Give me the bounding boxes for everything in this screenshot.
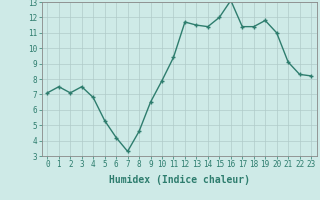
- X-axis label: Humidex (Indice chaleur): Humidex (Indice chaleur): [109, 175, 250, 185]
